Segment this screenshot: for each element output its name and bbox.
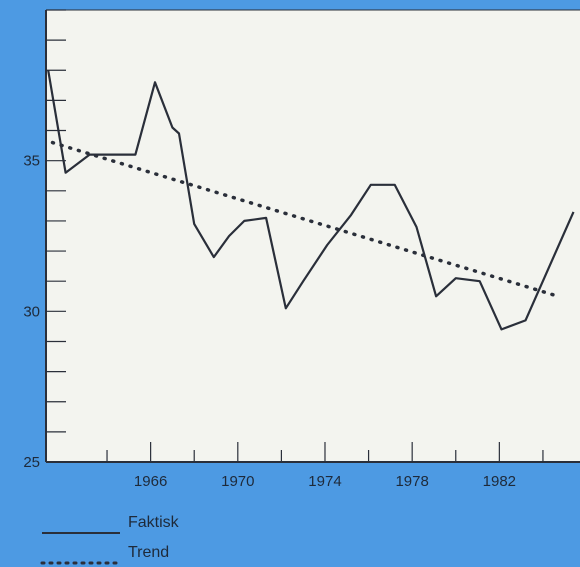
y-tick-label: 25 <box>23 454 40 471</box>
y-tick-label: 35 <box>23 153 40 170</box>
axes <box>45 9 580 463</box>
series-group <box>47 70 575 331</box>
x-tick-label: 1966 <box>134 473 167 490</box>
legend: Faktisk Trend <box>40 514 180 565</box>
y-tick-label: 30 <box>23 303 40 320</box>
legend-label-trend: Trend <box>128 544 169 561</box>
legend-label-faktisk: Faktisk <box>128 514 180 531</box>
x-tick-label: 1982 <box>483 473 516 490</box>
plot-area <box>46 10 580 462</box>
tick-labels: 25 30 35 1966 1970 1974 1978 1982 <box>23 153 516 490</box>
series-line-faktisk <box>47 70 575 331</box>
x-tick-label: 1970 <box>221 473 254 490</box>
series-line-trend <box>50 140 560 299</box>
x-tick-label: 1974 <box>308 473 341 490</box>
x-tick-label: 1978 <box>395 473 428 490</box>
